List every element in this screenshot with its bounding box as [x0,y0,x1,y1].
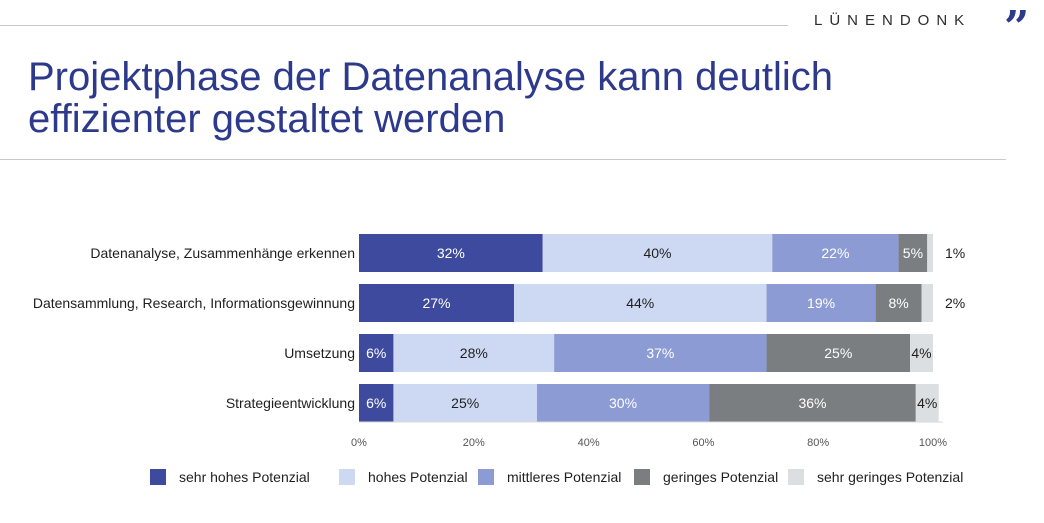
bar-segment [921,284,933,322]
bar-segment [709,384,916,422]
data-label: 27% [422,295,450,311]
x-tick-label: 20% [463,437,485,449]
data-label: 37% [646,345,674,361]
bar-segment [898,234,928,272]
legend-swatch [634,469,650,485]
data-label: 28% [460,345,488,361]
brand-wordmark: LÜNENDONK [814,12,972,29]
bar-segment [359,284,514,322]
bar-segment [359,384,394,422]
data-label: 1% [945,245,965,261]
brand-quote-logo: ” [1004,2,1029,53]
legend-item: sehr hohes Potenzial [150,467,310,487]
data-label: 6% [366,345,386,361]
legend-label: sehr hohes Potenzial [179,469,310,485]
data-label: 4% [911,345,931,361]
legend-swatch [788,469,804,485]
bar-segment [393,384,537,422]
bar-segment [536,384,710,422]
bar-segment [927,234,933,272]
x-tick-label: 80% [807,437,829,449]
bar-segment [542,234,773,272]
data-label: 2% [945,295,965,311]
bar-segment [915,384,939,422]
bar-segment [910,334,933,372]
data-label: 6% [366,395,386,411]
legend-label: hohes Potenzial [368,469,468,485]
legend-label: geringes Potenzial [663,469,779,485]
x-tick-label: 60% [692,437,714,449]
x-tick-label: 0% [351,437,367,449]
x-tick-label: 100% [919,437,947,449]
data-label: 8% [888,295,908,311]
legend-item: sehr geringes Potenzial [788,467,963,487]
title-divider [0,159,1006,160]
data-label: 25% [824,345,852,361]
legend-swatch [478,469,494,485]
data-label: 30% [609,395,637,411]
data-label: 32% [437,245,465,261]
category-label: Umsetzung [284,345,355,361]
legend-label: mittleres Potenzial [507,469,622,485]
page-title: Projektphase der Datenanalyse kann deutl… [28,55,833,141]
legend-swatch [339,469,355,485]
data-label: 4% [917,395,937,411]
data-label: 19% [807,295,835,311]
category-label: Datenanalyse, Zusammenhänge erkennen [90,245,355,261]
bar-segment [513,284,767,322]
data-label: 5% [903,245,923,261]
legend-item: mittleres Potenzial [478,467,621,487]
legend-swatch [150,469,166,485]
bar-segment [875,284,922,322]
data-label: 22% [821,245,849,261]
chart-legend: sehr hohes Potenzial hohes Potenzial mittl… [150,467,1030,487]
bar-segment [393,334,555,372]
data-label: 25% [451,395,479,411]
bar-segment [359,334,394,372]
data-label: 36% [798,395,826,411]
category-label: Strategieentwicklung [226,395,355,411]
data-label: 44% [626,295,654,311]
bar-segment [772,234,899,272]
legend-item: geringes Potenzial [634,467,778,487]
bar-segment [554,334,767,372]
category-label: Datensammlung, Research, Informationsgew… [33,295,355,311]
data-label: 40% [643,245,671,261]
bar-segment [766,334,911,372]
top-divider [0,25,788,26]
legend-label: sehr geringes Potenzial [817,469,964,485]
bar-segment [359,234,543,272]
bar-segment [766,284,876,322]
x-tick-label: 40% [578,437,600,449]
legend-item: hohes Potenzial [339,467,468,487]
